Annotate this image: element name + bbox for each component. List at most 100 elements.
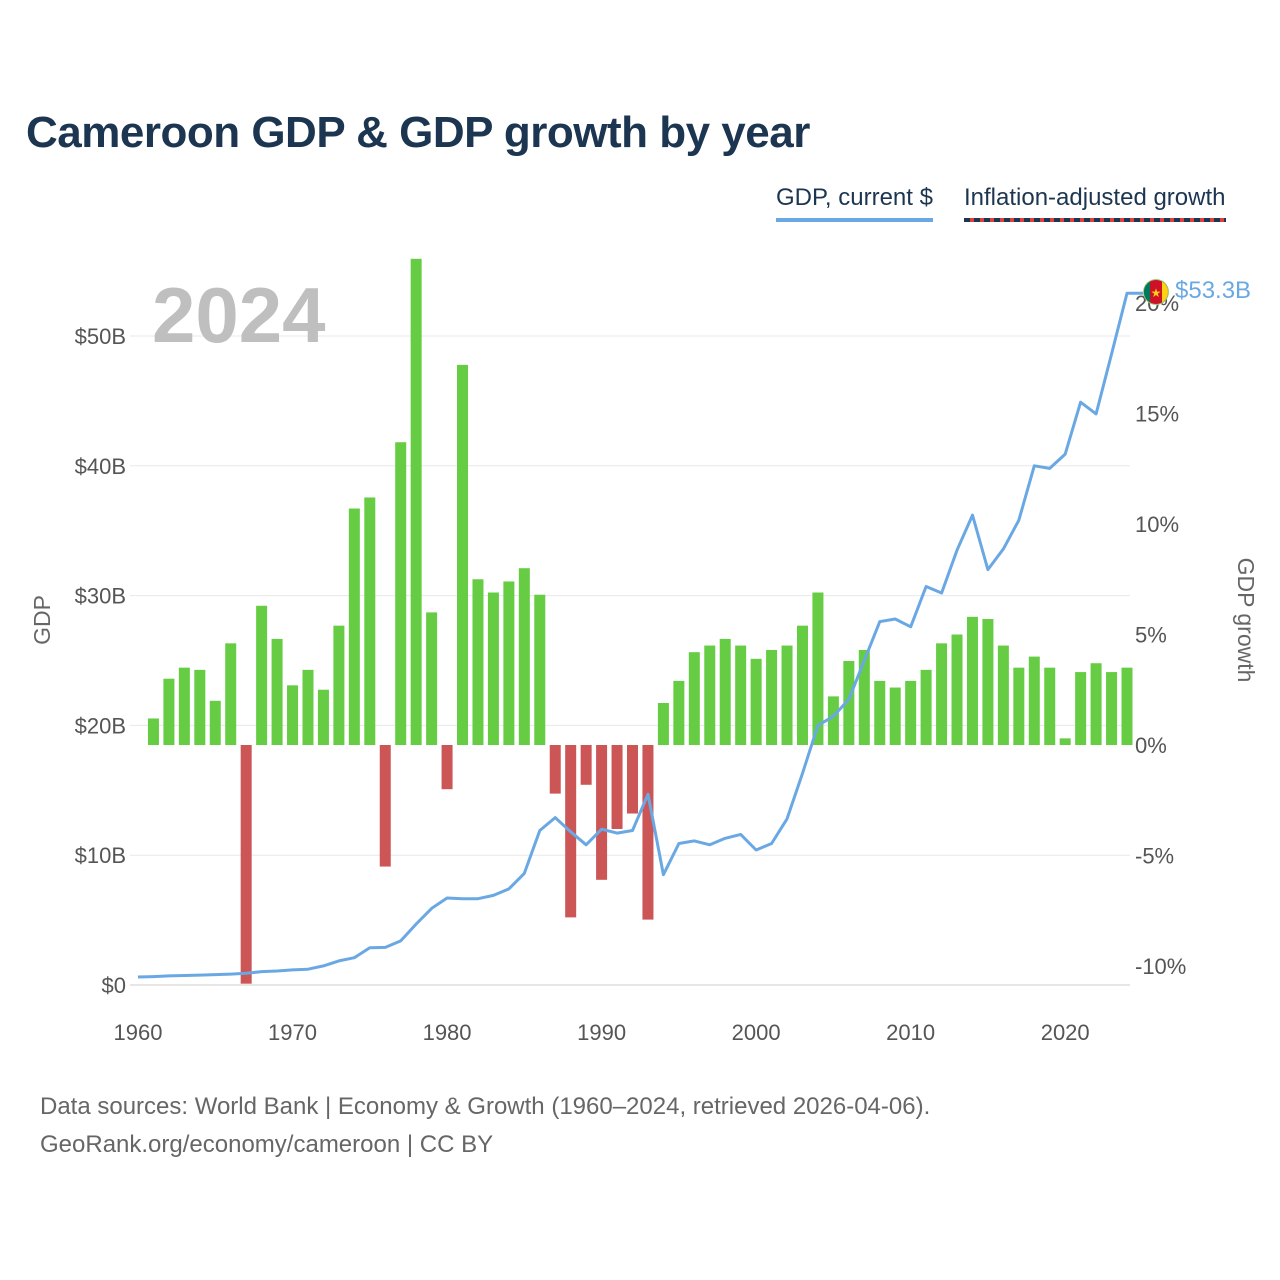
growth-bar: [874, 680, 886, 745]
left-tick-label: $30B: [75, 584, 126, 609]
flag-green-stripe: [1143, 281, 1150, 303]
x-tick-label: 1960: [114, 1020, 163, 1045]
growth-bar: [627, 745, 638, 814]
right-tick-label: 10%: [1135, 512, 1179, 537]
growth-bar: [827, 696, 839, 745]
gdp-growth-chart: 2024 $0 $10B $20B $30B $40B $50B -10% -5% 0% 5% 1…: [29, 258, 1259, 1045]
left-axis-title: GDP: [29, 595, 55, 645]
growth-bar: [1028, 656, 1040, 745]
growth-bar: [426, 612, 438, 745]
legend-gdp-label: GDP, current $: [776, 184, 933, 211]
growth-bar: [611, 745, 623, 829]
growth-bar: [549, 745, 561, 794]
growth-bar: [704, 645, 716, 745]
growth-bar: [657, 703, 669, 745]
growth-bar: [796, 625, 808, 745]
growth-bar: [951, 634, 963, 745]
growth-bar: [719, 638, 731, 745]
growth-bar: [580, 745, 592, 785]
growth-bar: [240, 745, 252, 984]
growth-bar: [333, 625, 345, 745]
growth-bar: [781, 645, 793, 745]
left-tick-label: $40B: [75, 454, 126, 479]
right-tick-label: 0%: [1135, 733, 1167, 758]
footer-sources: Data sources: World Bank | Economy & Gro…: [40, 1093, 931, 1120]
right-axis-title: GDP growth: [1233, 558, 1259, 683]
growth-bar: [287, 685, 299, 745]
growth-bar: [1059, 738, 1071, 745]
right-tick-label: 5%: [1135, 623, 1167, 648]
left-tick-label: $10B: [75, 843, 126, 868]
growth-bar: [766, 649, 778, 745]
legend-growth-swatch: [964, 218, 1226, 222]
legend-growth-label: Inflation-adjusted growth: [964, 184, 1226, 211]
growth-bar: [1121, 667, 1133, 745]
growth-bar: [395, 442, 407, 745]
growth-bar: [982, 619, 994, 745]
growth-bar: [271, 638, 283, 745]
growth-bar: [1013, 667, 1025, 745]
growth-bar: [1075, 672, 1087, 745]
footer: Data sources: World Bank | Economy & Gro…: [40, 1088, 930, 1164]
chart-title: Cameroon GDP & GDP growth by year: [26, 108, 810, 157]
growth-bar: [889, 687, 901, 745]
growth-bar: [812, 592, 824, 745]
growth-bar: [256, 605, 268, 745]
legend-growth[interactable]: Inflation-adjusted growth: [964, 184, 1226, 222]
x-tick-label: 1990: [577, 1020, 626, 1045]
end-value-label: $53.3B: [1175, 277, 1251, 304]
growth-bar: [905, 680, 917, 745]
left-tick-label: $50B: [75, 324, 126, 349]
growth-bar: [317, 689, 329, 745]
flag-yellow-stripe: [1162, 281, 1169, 303]
growth-bar: [163, 678, 175, 745]
right-axis-ticks: -10%-5%0%5%10%15%20%: [1135, 291, 1186, 979]
growth-bar: [147, 718, 159, 745]
gdp-line: [137, 291, 1143, 979]
x-tick-label: 2020: [1041, 1020, 1090, 1045]
growth-bar: [441, 745, 453, 790]
left-tick-label: $0: [102, 973, 126, 998]
left-axis-ticks: $0 $10B $20B $30B $40B $50B: [75, 324, 126, 998]
growth-bar: [750, 658, 762, 745]
right-tick-label: -10%: [1135, 954, 1186, 979]
growth-bar: [178, 667, 190, 745]
growth-bars: [147, 258, 1133, 984]
year-watermark: 2024: [152, 271, 326, 359]
growth-bar: [348, 508, 360, 745]
growth-bar: [534, 594, 546, 745]
growth-bar: [487, 592, 499, 745]
x-tick-label: 2000: [732, 1020, 781, 1045]
x-tick-label: 1970: [268, 1020, 317, 1045]
end-marker: ★: [1143, 279, 1169, 305]
growth-bar: [209, 700, 221, 745]
growth-bar: [503, 581, 515, 745]
growth-bar: [843, 661, 855, 745]
growth-bar: [673, 680, 685, 745]
growth-bar: [997, 645, 1009, 745]
left-tick-label: $20B: [75, 713, 126, 738]
right-tick-label: -5%: [1135, 844, 1174, 869]
growth-bar: [735, 645, 747, 745]
growth-bar: [302, 669, 314, 745]
x-tick-label: 1980: [423, 1020, 472, 1045]
growth-bar: [966, 616, 978, 745]
growth-bar: [920, 669, 932, 745]
growth-bar: [688, 652, 700, 745]
footer-link: GeoRank.org/economy/cameroon | CC BY: [40, 1131, 494, 1158]
growth-bar: [225, 643, 237, 745]
growth-bar: [518, 568, 530, 745]
legend-gdp-swatch: [776, 218, 933, 222]
x-axis-ticks: 1960 1970 1980 1990 2000 2010 2020: [114, 1020, 1090, 1045]
growth-bar: [1044, 667, 1056, 745]
growth-bar: [379, 745, 391, 867]
growth-bar: [642, 745, 654, 920]
legend-gdp[interactable]: GDP, current $: [776, 184, 933, 222]
growth-bar: [1090, 663, 1102, 745]
right-tick-label: 15%: [1135, 402, 1179, 427]
growth-bar: [194, 669, 206, 745]
flag-star-icon: ★: [1151, 286, 1162, 300]
growth-bar: [1106, 672, 1118, 745]
growth-bar: [936, 643, 948, 745]
growth-bar: [410, 258, 422, 745]
